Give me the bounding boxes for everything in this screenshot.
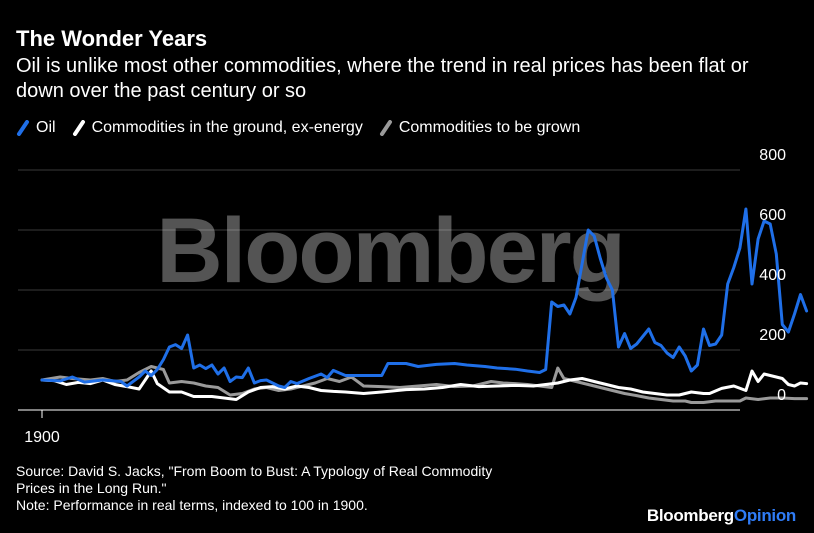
chart-title: The Wonder Years (16, 26, 208, 51)
source-note: Source: David S. Jacks, "From Boom to Bu… (16, 463, 636, 514)
legend-swatch-oil (17, 120, 29, 136)
brand-main: Bloomberg (646, 506, 734, 525)
y-tick-label-600: 600 (759, 207, 786, 224)
series-line-ground (40, 369, 809, 401)
legend-swatch-grown (379, 120, 392, 136)
bloomberg-opinion-logo: BloombergOpinion (647, 506, 796, 526)
legend-item-oil: Oil (16, 119, 56, 137)
legend-label-ground: Commodities in the ground, ex-energy (91, 119, 363, 136)
series-lines (40, 207, 809, 404)
source-line-1: Source: David S. Jacks, "From Boom to Bu… (16, 463, 493, 479)
x-axis: 1900 (18, 409, 740, 446)
legend-item-ground: Commodities in the ground, ex-energy (72, 119, 363, 137)
legend-label-oil: Oil (36, 119, 56, 136)
y-tick-label-0: 0 (777, 387, 786, 404)
y-tick-label-400: 400 (759, 267, 786, 284)
legend-label-grown: Commodities to be grown (398, 119, 581, 136)
chart-subtitle: Oil is unlike most other commodities, wh… (16, 55, 749, 102)
bloomberg-watermark: Bloomberg (156, 200, 624, 302)
gridlines (18, 169, 740, 351)
series-line-oil (40, 207, 809, 389)
legend-swatch-ground (72, 120, 85, 136)
legend: Oil Commodities in the ground, ex-energy… (16, 119, 596, 137)
x-tick-label-1900: 1900 (24, 429, 60, 446)
methodology-note: Note: Performance in real terms, indexed… (16, 497, 368, 513)
y-tick-label-200: 200 (759, 327, 786, 344)
y-tick-label-800: 800 (759, 147, 786, 164)
legend-item-grown: Commodities to be grown (379, 119, 580, 137)
y-axis-ticks: 0 200 400 600 800 (759, 147, 786, 404)
source-line-2: Prices in the Long Run." (16, 480, 167, 496)
brand-accent: Opinion (733, 506, 796, 525)
